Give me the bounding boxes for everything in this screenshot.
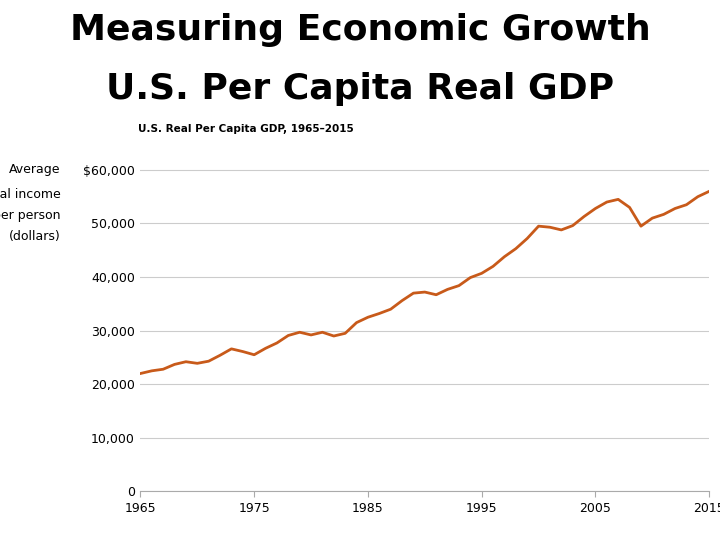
- Text: U.S. Real Per Capita GDP, 1965–2015: U.S. Real Per Capita GDP, 1965–2015: [138, 124, 354, 134]
- Text: Measuring Economic Growth: Measuring Economic Growth: [70, 13, 650, 46]
- Text: (dollars): (dollars): [9, 231, 60, 244]
- Text: Average: Average: [9, 164, 60, 177]
- Text: per person: per person: [0, 209, 60, 222]
- Text: U.S. Per Capita Real GDP: U.S. Per Capita Real GDP: [106, 72, 614, 106]
- Text: real income: real income: [0, 187, 60, 200]
